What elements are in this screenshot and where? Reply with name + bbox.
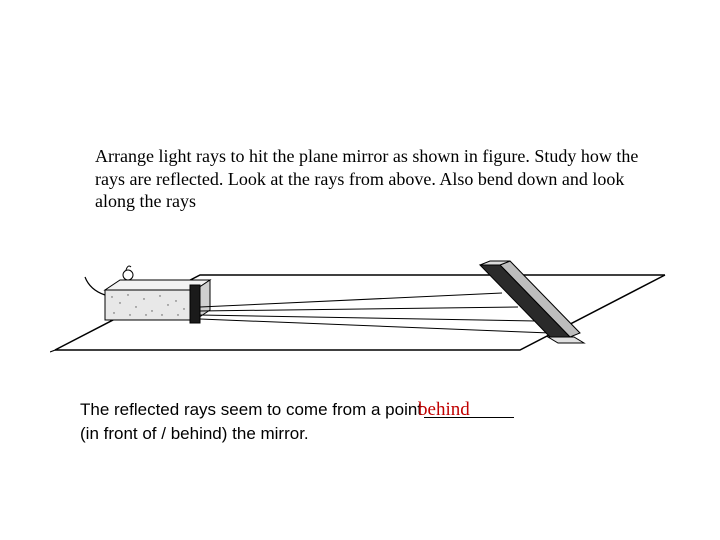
answer-blank-line — [424, 417, 514, 418]
mirror-ray-diagram — [50, 235, 670, 375]
answer-suffix: (in front of / behind) the mirror. — [80, 424, 309, 443]
instruction-text: Arrange light rays to hit the plane mirr… — [95, 145, 645, 213]
answer-prefix: The reflected rays seem to come from a p… — [80, 400, 422, 419]
light-rays — [200, 293, 550, 333]
ray-source-box — [85, 266, 210, 323]
answer-sentence: The reflected rays seem to come from a p… — [80, 398, 660, 445]
